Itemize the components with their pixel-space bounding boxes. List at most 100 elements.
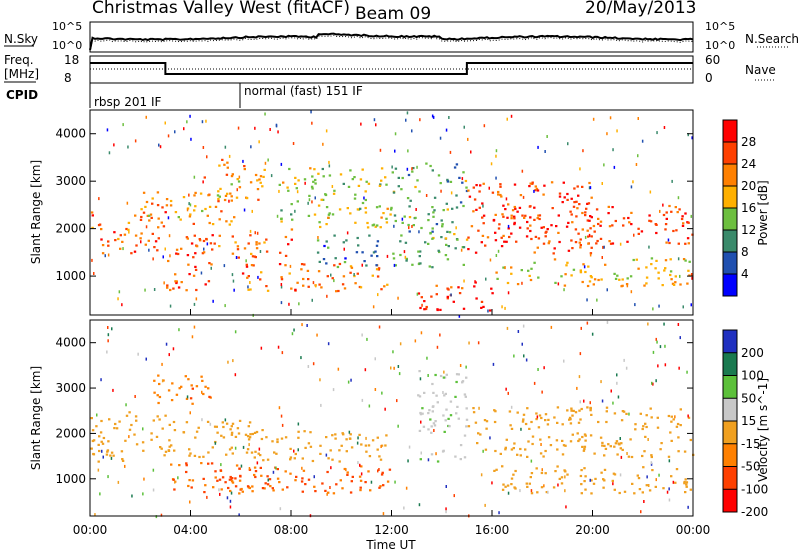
data-cell xyxy=(404,241,408,244)
data-cell xyxy=(504,485,507,488)
data-cell xyxy=(597,278,600,282)
data-cell xyxy=(609,242,613,245)
data-speck xyxy=(687,133,689,137)
data-speck xyxy=(543,484,545,488)
data-cell xyxy=(656,416,659,419)
data-speck xyxy=(490,162,493,166)
data-speck xyxy=(405,118,407,122)
data-speck xyxy=(623,358,625,362)
data-cell xyxy=(188,479,191,482)
data-cell xyxy=(91,214,94,217)
data-cell xyxy=(454,455,457,458)
data-cell xyxy=(386,480,390,483)
data-speck xyxy=(174,130,176,134)
data-speck xyxy=(144,288,146,292)
data-cell xyxy=(253,466,257,469)
data-cell xyxy=(581,445,584,448)
data-cell xyxy=(233,216,236,219)
data-cell xyxy=(248,421,252,424)
data-speck xyxy=(143,477,145,481)
data-speck xyxy=(277,345,280,349)
data-cell xyxy=(432,391,435,394)
data-cell xyxy=(437,249,440,252)
data-speck xyxy=(177,476,179,480)
data-cell xyxy=(523,216,526,219)
data-cell xyxy=(483,419,487,422)
data-cell xyxy=(688,260,691,263)
data-speck xyxy=(495,154,497,158)
data-cell xyxy=(121,458,124,461)
data-cell xyxy=(177,286,181,289)
data-speck xyxy=(672,480,675,484)
data-speck xyxy=(169,254,171,258)
data-cell xyxy=(504,448,507,451)
data-speck xyxy=(416,165,418,169)
data-cell xyxy=(101,442,105,445)
data-cell xyxy=(679,424,682,427)
data-cell xyxy=(432,405,435,408)
data-cell xyxy=(215,425,218,428)
data-speck xyxy=(655,337,657,341)
data-speck xyxy=(288,302,290,306)
data-cell xyxy=(453,233,456,236)
data-cell xyxy=(230,431,234,434)
data-cell xyxy=(524,422,528,426)
data-speck xyxy=(243,208,246,212)
data-speck xyxy=(374,357,376,361)
data-cell xyxy=(198,455,201,459)
data-speck xyxy=(463,279,465,283)
data-cell xyxy=(192,274,196,277)
x-tick-label-2: 08:00 xyxy=(274,523,309,537)
data-cell xyxy=(206,214,209,217)
data-cell xyxy=(236,245,240,248)
data-cell xyxy=(578,409,581,412)
data-cell xyxy=(613,488,616,491)
data-cell xyxy=(465,189,469,193)
data-cell xyxy=(485,427,488,430)
data-cell xyxy=(361,251,364,254)
data-speck xyxy=(505,197,508,201)
data-speck xyxy=(308,198,311,202)
data-cell xyxy=(536,217,539,220)
data-cell xyxy=(530,472,534,475)
data-speck xyxy=(186,120,188,124)
data-speck xyxy=(609,116,612,120)
data-cell xyxy=(654,267,657,270)
data-cell xyxy=(380,216,383,219)
data-cell xyxy=(359,486,362,489)
data-cell xyxy=(617,442,620,445)
data-cell xyxy=(533,218,536,221)
data-cell xyxy=(296,281,299,284)
data-speck xyxy=(588,186,591,190)
data-cell xyxy=(188,273,191,276)
data-cell xyxy=(643,450,646,453)
data-cell xyxy=(379,183,382,186)
data-cell xyxy=(446,295,449,298)
data-cell xyxy=(442,209,445,212)
data-cell xyxy=(480,241,483,244)
data-cell xyxy=(518,206,522,209)
data-speck xyxy=(677,196,680,200)
data-speck xyxy=(234,330,237,334)
data-cell xyxy=(239,474,242,477)
data-cell xyxy=(276,477,280,480)
data-cell xyxy=(379,226,382,229)
data-speck xyxy=(330,273,332,277)
data-cell xyxy=(312,180,315,183)
data-cell xyxy=(230,480,234,483)
data-cell xyxy=(214,470,217,473)
data-speck xyxy=(510,405,513,409)
data-cell xyxy=(327,491,330,494)
data-cell xyxy=(414,185,417,189)
data-speck xyxy=(480,473,483,477)
colorbar-swatch-7 xyxy=(723,489,737,512)
data-speck xyxy=(652,382,654,386)
data-speck xyxy=(485,277,487,281)
data-cell xyxy=(187,484,190,488)
x-tick-label-4: 16:00 xyxy=(475,523,510,537)
data-speck xyxy=(212,299,214,303)
data-cell xyxy=(377,267,381,270)
data-speck xyxy=(152,468,155,472)
data-cell xyxy=(622,224,625,227)
data-cell xyxy=(564,470,567,473)
